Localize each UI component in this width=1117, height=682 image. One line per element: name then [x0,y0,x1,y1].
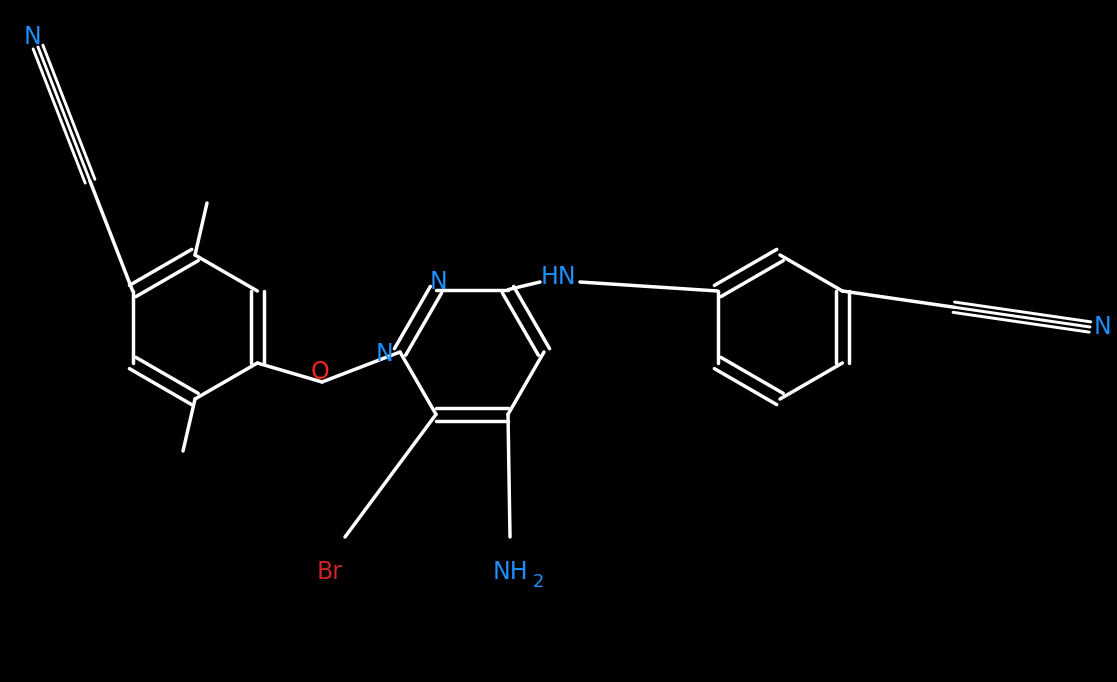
Text: NH: NH [493,560,528,584]
Text: N: N [375,342,393,366]
Text: Br: Br [317,560,343,584]
Text: 2: 2 [533,573,544,591]
Text: N: N [25,25,41,49]
Text: N: N [1094,315,1111,339]
Text: N: N [429,269,447,294]
Text: HN: HN [541,265,575,289]
Text: O: O [311,360,330,384]
